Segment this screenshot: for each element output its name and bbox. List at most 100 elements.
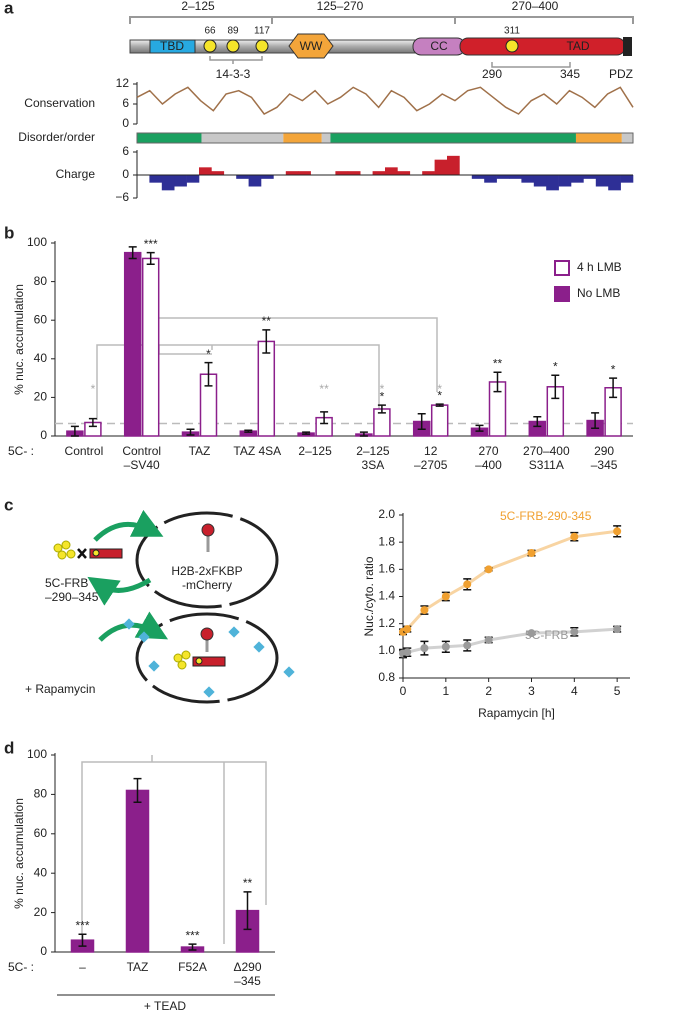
x-tick-label: 1 [442, 684, 449, 698]
comparison-bracket [81, 755, 267, 944]
charge-bar [236, 175, 249, 179]
error-bar [377, 404, 386, 414]
error-bar [591, 412, 600, 430]
site-label: 117 [254, 26, 270, 37]
y-tick-label: 60 [34, 312, 48, 326]
x-tick-label: 12 [424, 444, 438, 458]
charge-bar [186, 175, 200, 183]
y-tick-label: 1.8 [378, 534, 395, 548]
y-tick-label: 0 [122, 116, 129, 130]
charge-bar [347, 171, 361, 175]
significance-label: *** [144, 237, 158, 251]
y-tick-label: 6 [122, 96, 129, 110]
y-tick-label: 1.0 [378, 643, 395, 657]
x-tick-label: 3SA [362, 458, 385, 472]
series-label: 5C-FRB-290-345 [500, 509, 592, 523]
charge-bar [248, 175, 262, 187]
charge-bar [161, 175, 175, 191]
y-tick-label: 12 [116, 76, 130, 90]
y-tick-label: 0.8 [378, 670, 395, 684]
order-segment [621, 133, 633, 143]
bar [257, 340, 276, 437]
charge-bar [298, 171, 311, 175]
error-bar [609, 377, 618, 399]
point [484, 565, 493, 574]
rapamycin-diagram: 5C-FRB –290–345 H2B-2xFKBP -mCherry + Ra… [25, 509, 295, 704]
x-tick-label: 270–400 [523, 444, 570, 458]
charge-bar [521, 175, 535, 183]
charge-bar [546, 175, 559, 191]
charge-bar [608, 175, 621, 191]
charge-bar [620, 175, 634, 183]
x-tick-label: –2705 [414, 458, 448, 472]
error-bar [133, 777, 142, 804]
x-tick-label: –345 [591, 458, 618, 472]
x-tick-label: Δ290 [233, 960, 261, 974]
x-tick-label: 290 [594, 444, 614, 458]
point [463, 641, 472, 650]
legend-swatch [554, 286, 570, 302]
region-label: 2–125 [181, 0, 215, 13]
charge-bar [285, 171, 299, 175]
bar [141, 257, 160, 437]
construct-icon [173, 627, 226, 670]
error-bar [188, 943, 197, 951]
significance-label: ** [493, 356, 503, 370]
fit-line [402, 529, 618, 634]
legend-label: No LMB [577, 286, 620, 300]
charge-bar [422, 171, 435, 175]
x-tick-label: –400 [475, 458, 502, 472]
significance-label: * [611, 362, 616, 376]
error-bar [417, 413, 426, 430]
comparison-label: * [437, 382, 442, 396]
x-tick-label: – [79, 960, 86, 974]
cell [135, 612, 279, 704]
y-tick-label: 1.4 [378, 589, 395, 603]
bar [123, 251, 142, 437]
charge-bar [496, 175, 510, 179]
tbd-domain [149, 39, 196, 54]
construct-icon [53, 540, 123, 560]
y-tick-label: 0 [40, 944, 47, 958]
construct-label: –290–345 [45, 590, 99, 604]
charge-bar [385, 167, 398, 175]
order-segment [283, 133, 322, 143]
y-tick-label: 6 [122, 144, 129, 158]
point [484, 635, 493, 644]
pin-head [201, 523, 215, 537]
charge-bar [509, 175, 522, 179]
site-bracket [209, 56, 263, 64]
order-segment [330, 133, 576, 143]
significance-label: * [437, 388, 442, 402]
site-label: 311 [504, 26, 520, 37]
point [403, 625, 412, 634]
treatment-label: + Rapamycin [25, 682, 95, 696]
x-tick-label: 270 [478, 444, 498, 458]
fit-line [402, 627, 618, 655]
significance-label: * [206, 347, 211, 361]
y-tick-label: 0 [40, 428, 47, 442]
charge-bar [199, 167, 212, 175]
site [505, 39, 519, 53]
ww-domain [288, 33, 334, 59]
x-prefix: 5C- : [8, 444, 34, 458]
point [527, 629, 536, 638]
charge-bar [533, 175, 547, 187]
x-tick-label: 5 [614, 684, 621, 698]
y-tick-label: 60 [34, 826, 48, 840]
y-axis-label: Charge [56, 167, 96, 181]
x-tick-label: S311A [529, 458, 564, 472]
site [255, 39, 269, 53]
y-axis-label: % nuc. accumulation [12, 798, 26, 909]
construct-label: 5C-FRB [45, 576, 88, 590]
x-tick-label: Control [122, 444, 161, 458]
panel-label: b [4, 223, 14, 242]
error-bar [186, 428, 195, 436]
error-bar [88, 417, 97, 428]
domain-label: CC [430, 39, 448, 53]
error-bar [302, 431, 311, 435]
point [403, 648, 412, 657]
error-bar [493, 371, 502, 393]
region-label: 270–400 [512, 0, 559, 13]
domain-label: TAD [566, 39, 589, 53]
